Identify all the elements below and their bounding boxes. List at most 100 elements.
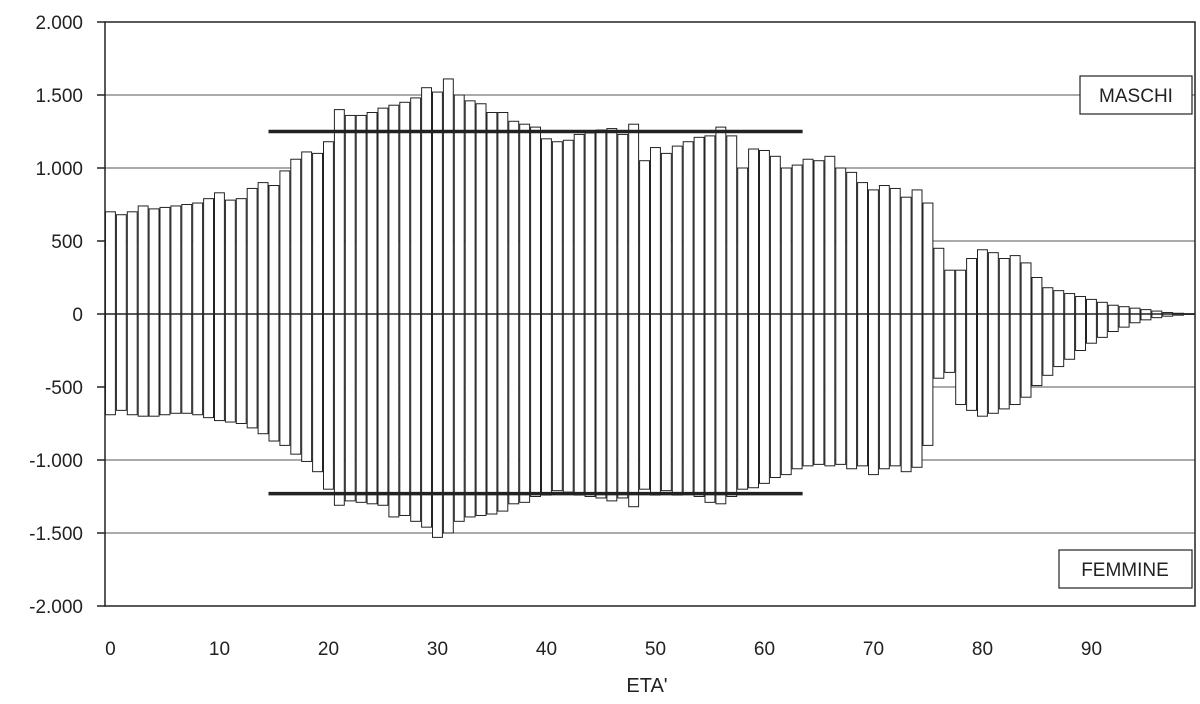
bar-femmine bbox=[541, 313, 552, 496]
bar-femmine bbox=[486, 313, 498, 515]
bar-maschi bbox=[497, 112, 509, 315]
bar-maschi bbox=[551, 141, 563, 315]
bar-maschi bbox=[595, 129, 607, 315]
x-tick-label: 40 bbox=[536, 639, 557, 660]
bar-femmine bbox=[628, 313, 640, 508]
bar-femmine bbox=[551, 313, 563, 492]
bar-femmine bbox=[878, 313, 890, 470]
y-tick-label: 500 bbox=[51, 232, 83, 253]
bar-femmine bbox=[508, 313, 520, 505]
bar-maschi bbox=[1129, 307, 1141, 315]
bar-femmine bbox=[846, 313, 858, 470]
bar-femmine bbox=[301, 313, 313, 462]
bar-maschi bbox=[889, 187, 901, 315]
bar-femmine bbox=[715, 313, 727, 505]
bar-femmine bbox=[475, 313, 487, 516]
bar-maschi bbox=[323, 141, 334, 315]
bar-femmine bbox=[1064, 313, 1076, 360]
bars bbox=[105, 78, 1195, 538]
bar-femmine bbox=[682, 313, 694, 495]
bar-maschi bbox=[246, 187, 258, 315]
bar-femmine bbox=[900, 313, 912, 473]
bar-maschi bbox=[1096, 301, 1108, 315]
bar-maschi bbox=[868, 189, 879, 315]
bar-femmine bbox=[355, 313, 367, 503]
bar-femmine bbox=[214, 313, 225, 422]
bar-femmine bbox=[1020, 313, 1032, 398]
x-tick-label: 80 bbox=[972, 639, 993, 660]
bar-femmine bbox=[748, 313, 759, 489]
bar-femmine bbox=[1042, 313, 1054, 376]
bar-maschi bbox=[922, 202, 934, 315]
bar-maschi bbox=[759, 149, 770, 315]
x-tick-label: 20 bbox=[318, 639, 339, 660]
bar-maschi bbox=[878, 185, 890, 315]
bar-maschi bbox=[562, 139, 574, 315]
bar-femmine bbox=[933, 313, 945, 379]
bar-femmine bbox=[1086, 313, 1097, 344]
bar-maschi bbox=[508, 120, 520, 315]
bar-maschi bbox=[1009, 255, 1021, 315]
bar-maschi bbox=[780, 167, 792, 315]
legend-box-maschi bbox=[1079, 75, 1193, 115]
bar-femmine bbox=[944, 313, 956, 373]
bar-maschi bbox=[399, 101, 411, 315]
bar-maschi bbox=[344, 114, 356, 315]
x-tick-label: 10 bbox=[209, 639, 230, 660]
bar-maschi bbox=[355, 114, 367, 315]
bar-maschi bbox=[333, 109, 345, 315]
x-axis-title: ETA' bbox=[626, 675, 667, 697]
bar-femmine bbox=[333, 313, 345, 506]
bar-maschi bbox=[769, 155, 781, 315]
x-tick-label: 0 bbox=[105, 639, 116, 660]
bar-maschi bbox=[105, 211, 116, 315]
y-tick-label: -1.000 bbox=[29, 451, 83, 472]
bar-femmine bbox=[290, 313, 302, 455]
bar-femmine bbox=[813, 313, 825, 465]
bar-maschi bbox=[181, 204, 193, 315]
y-tick-label: -1.500 bbox=[29, 524, 83, 545]
bar-maschi bbox=[955, 269, 967, 315]
bar-maschi bbox=[857, 182, 868, 315]
bar-maschi bbox=[137, 205, 149, 315]
bar-maschi bbox=[660, 152, 672, 315]
bar-femmine bbox=[235, 313, 247, 424]
bar-femmine bbox=[1031, 313, 1043, 387]
bar-femmine bbox=[966, 313, 977, 411]
bar-femmine bbox=[1140, 313, 1152, 321]
bar-maschi bbox=[268, 185, 280, 315]
bar-maschi bbox=[977, 249, 988, 315]
bar-maschi bbox=[421, 87, 433, 315]
bar-femmine bbox=[857, 313, 868, 467]
bar-femmine bbox=[1075, 313, 1086, 351]
bar-maschi bbox=[650, 147, 661, 315]
bar-femmine bbox=[704, 313, 716, 503]
bar-femmine bbox=[606, 313, 618, 502]
bar-maschi bbox=[900, 196, 912, 315]
bar-femmine bbox=[399, 313, 411, 516]
bar-femmine bbox=[617, 313, 629, 499]
bar-femmine bbox=[693, 313, 705, 497]
bar-femmine bbox=[530, 313, 541, 497]
bar-maschi bbox=[279, 170, 291, 315]
bar-maschi bbox=[693, 136, 705, 315]
bar-maschi bbox=[301, 151, 313, 315]
bar-maschi bbox=[846, 171, 858, 315]
bar-maschi bbox=[791, 164, 803, 315]
bar-maschi bbox=[126, 211, 138, 315]
bar-maschi bbox=[671, 145, 683, 315]
bar-maschi bbox=[573, 133, 585, 315]
bar-maschi bbox=[617, 133, 629, 315]
bar-maschi bbox=[1020, 262, 1032, 315]
bar-femmine bbox=[759, 313, 770, 484]
bar-femmine bbox=[181, 313, 193, 414]
bar-femmine bbox=[126, 313, 138, 416]
bar-maschi bbox=[824, 155, 836, 315]
bar-femmine bbox=[388, 313, 400, 518]
bar-femmine bbox=[137, 313, 149, 417]
bar-femmine bbox=[660, 313, 672, 492]
bar-femmine bbox=[780, 313, 792, 476]
bar-femmine bbox=[268, 313, 280, 442]
bar-maschi bbox=[715, 126, 727, 315]
